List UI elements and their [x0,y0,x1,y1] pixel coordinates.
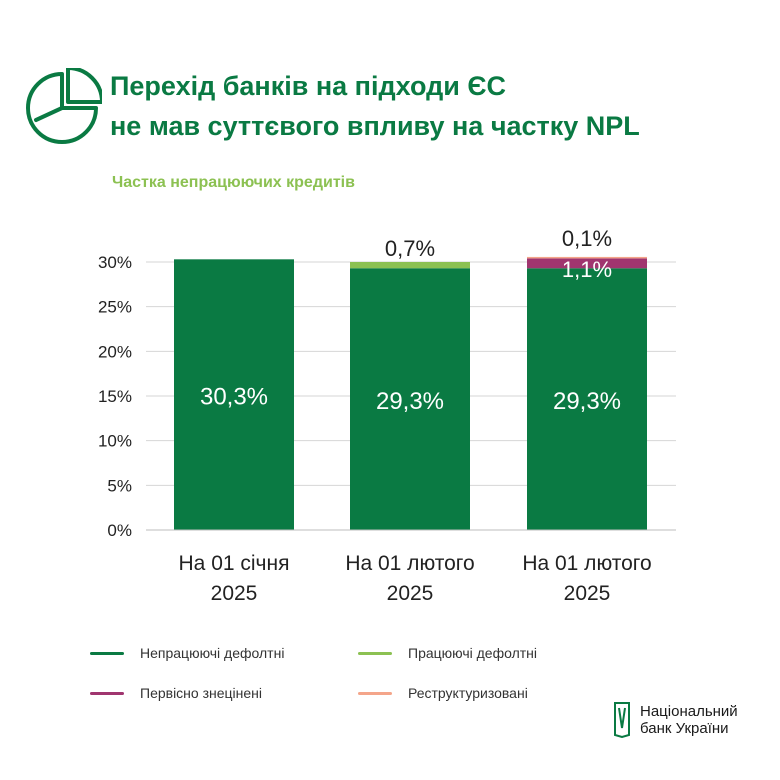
legend-swatch [90,651,124,655]
legend-label: Первісно знецінені [140,685,263,701]
legend-item-credit-impaired: Первісно знецінені [90,685,262,701]
data-label: 0,1% [562,226,612,251]
x-tick-label: 2025 [387,582,434,605]
y-tick-label: 30% [98,253,132,272]
legend: Непрацюючі дефолтні Працюючі дефолтні Пе… [90,645,610,705]
y-tick-label: 20% [98,342,132,361]
bar-chart: 0% 5% 10% 15% 20% 25% 30% 30,3% На 01 січня 2025 2… [98,226,676,605]
y-tick-label: 0% [107,521,132,540]
header: Перехід банків на підходи ЄС не мав сутт… [22,66,762,146]
legend-swatch [358,691,392,695]
pie-chart-icon [26,68,102,144]
data-label: 29,3% [376,388,444,415]
legend-item-performing-default: Працюючі дефолтні [358,645,537,661]
legend-swatch [90,691,124,695]
data-label: 0,7% [385,236,435,261]
y-tick-label: 10% [98,432,132,451]
title-line-2: не мав суттєвого впливу на частку NPL [110,111,640,141]
data-label: 1,1% [562,257,612,282]
bar-segment [350,268,470,530]
legend-item-restructured: Реструктуризовані [358,685,528,701]
bar-segment [527,258,647,269]
x-tick-label: На 01 січня [179,552,290,575]
bar-segment [174,259,294,530]
legend-label: Працюючі дефолтні [408,645,538,661]
legend-item-nonperforming-default: Непрацюючі дефолтні [90,645,284,661]
x-tick-label: На 01 лютого [522,552,651,575]
title-line-1: Перехід банків на підходи ЄС [110,71,507,101]
nbu-logo: Національний банк України [612,702,738,738]
logo-text: Національний банк України [640,703,738,737]
nbu-emblem-icon [614,702,630,738]
x-tick-label: 2025 [211,582,258,605]
page-title: Перехід банків на підходи ЄС не мав сутт… [110,66,640,146]
logo-line-1: Національний [640,703,738,720]
y-tick-label: 5% [107,476,132,495]
bar-segment [527,268,647,530]
data-label: 29,3% [553,388,621,415]
y-tick-label: 25% [98,298,132,317]
legend-swatch [358,651,392,655]
legend-label: Реструктуризовані [408,685,528,701]
x-tick-label: На 01 лютого [345,552,474,575]
legend-label: Непрацюючі дефолтні [140,645,285,661]
logo-line-2: банк України [640,720,729,737]
x-tick-label: 2025 [564,582,611,605]
bar-segment [527,256,647,259]
data-label: 30,3% [200,384,268,411]
chart-subtitle: Частка непрацюючих кредитів [112,174,355,191]
y-tick-label: 15% [98,387,132,406]
bar-segment [350,262,470,269]
